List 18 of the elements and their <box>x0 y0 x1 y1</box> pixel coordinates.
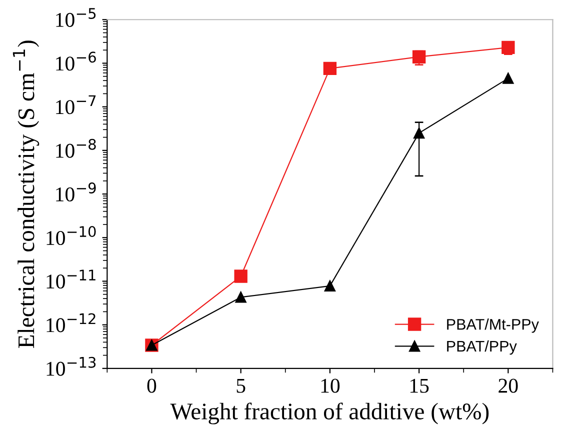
y-tick-label: 10$^{−6}$ <box>56 52 96 71</box>
y-tick-label: 10$^{−5}$ <box>56 8 96 27</box>
y-tick-label: 10$^{−11}$ <box>46 270 96 289</box>
x-axis-title: Weight fraction of additive (wt%) <box>170 402 489 424</box>
x-tick-label: 15 <box>410 378 429 393</box>
x-tick-label: 0 <box>147 378 156 393</box>
x-tick-label: 5 <box>236 378 246 393</box>
legend-label: PBAT/PPy <box>447 340 517 355</box>
y-axis-title: Electrical conductivity (S cm$^{−1}$) <box>12 40 40 348</box>
y-tick-label: 10$^{−13}$ <box>46 356 96 376</box>
legend-label: PBAT/Mt-PPy <box>447 318 539 333</box>
y-tick-label: 10$^{−9}$ <box>56 182 96 202</box>
x-tick-label: 20 <box>498 378 518 393</box>
y-tick-label: 10$^{−10}$ <box>46 226 96 246</box>
y-tick-label: 10$^{−8}$ <box>56 138 96 158</box>
y-tick-label: 10$^{−7}$ <box>56 95 96 114</box>
y-tick-label: 10$^{−12}$ <box>46 313 96 332</box>
x-tick-label: 10 <box>321 378 340 393</box>
